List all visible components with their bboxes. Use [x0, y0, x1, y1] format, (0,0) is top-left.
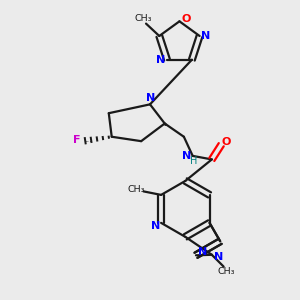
- Text: H: H: [190, 156, 198, 166]
- Text: CH₃: CH₃: [218, 267, 235, 276]
- Text: N: N: [146, 94, 155, 103]
- Text: N: N: [151, 221, 160, 231]
- Text: N: N: [157, 55, 166, 65]
- Text: O: O: [181, 14, 190, 24]
- Text: O: O: [222, 137, 231, 147]
- Text: CH₃: CH₃: [134, 14, 152, 23]
- Text: N: N: [201, 31, 210, 41]
- Text: F: F: [73, 135, 81, 145]
- Text: N: N: [214, 252, 223, 262]
- Text: CH₃: CH₃: [128, 184, 145, 194]
- Text: N: N: [198, 247, 207, 257]
- Text: N: N: [182, 152, 191, 161]
- Text: ···: ···: [84, 138, 92, 147]
